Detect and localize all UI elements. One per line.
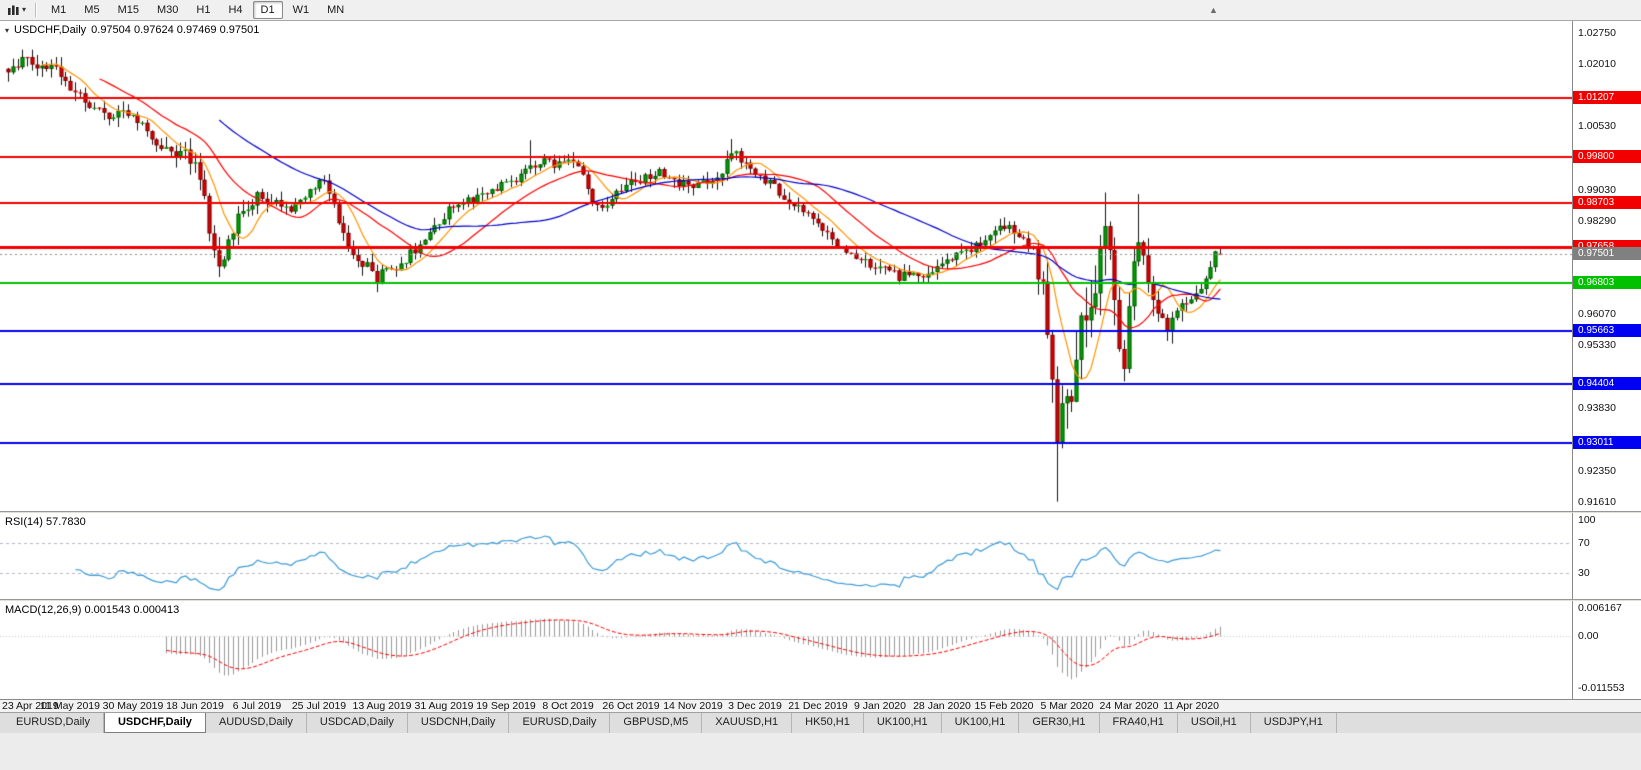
level-price-box: 0.96803 — [1573, 276, 1641, 289]
price-axis-tick: 0.91610 — [1578, 496, 1616, 508]
date-axis-label: 6 Jul 2019 — [232, 700, 282, 712]
macd-axis-tick: -0.011553 — [1578, 682, 1625, 694]
price-axis-tick: 0.96070 — [1578, 308, 1616, 320]
date-axis-label: 11 May 2019 — [40, 700, 100, 712]
current-price-box: 0.97501 — [1573, 247, 1641, 260]
main-chart-plot[interactable]: ▾ USDCHF,Daily 0.97504 0.97624 0.97469 0… — [0, 21, 1572, 511]
price-axis-tick: 1.02010 — [1578, 58, 1616, 70]
price-axis-tick: 1.02750 — [1578, 27, 1616, 39]
macd-panel: MACD(12,26,9) 0.001543 0.000413 0.006167… — [0, 601, 1641, 699]
date-axis-label: 26 Oct 2019 — [602, 700, 660, 712]
chart-tab-usdcad-daily[interactable]: USDCAD,Daily — [306, 713, 408, 733]
timeframe-button-w1[interactable]: W1 — [292, 4, 310, 16]
chevron-down-icon: ▾ — [22, 5, 27, 14]
date-axis-label: 24 Mar 2020 — [1099, 700, 1159, 712]
timeframe-button-h1[interactable]: H1 — [196, 4, 211, 16]
macd-canvas[interactable] — [0, 601, 1572, 699]
rsi-canvas[interactable] — [0, 513, 1572, 599]
price-axis-tick: 0.92350 — [1578, 465, 1616, 477]
date-axis-label: 13 Aug 2019 — [352, 700, 412, 712]
rsi-label: RSI(14) 57.7830 — [5, 516, 86, 528]
timeframe-toolbar: ▾ M1 M5 M15 M30 H1 H4 D1 W1 MN ▲ — [0, 0, 1641, 21]
rsi-plot[interactable]: RSI(14) 57.7830 — [0, 513, 1572, 599]
chart-tab-usdjpy-h1[interactable]: USDJPY,H1 — [1250, 713, 1337, 733]
macd-axis-tick: 0.006167 — [1578, 602, 1622, 614]
price-axis-tick: 1.00530 — [1578, 120, 1616, 132]
macd-axis-tick: 0.00 — [1578, 630, 1599, 642]
rsi-panel: RSI(14) 57.7830 100 70 30 — [0, 513, 1641, 599]
date-axis-label: 21 Dec 2019 — [788, 700, 848, 712]
date-axis-label: 11 Apr 2020 — [1163, 700, 1219, 712]
date-axis-label: 25 Jul 2019 — [291, 700, 347, 712]
chart-tab-usdchf-daily[interactable]: USDCHF,Daily — [103, 713, 206, 733]
chart-tab-gbpusd-m5[interactable]: GBPUSD,M5 — [610, 713, 703, 733]
chart-title-overlay: ▾ USDCHF,Daily 0.97504 0.97624 0.97469 0… — [5, 24, 259, 36]
timeframe-button-d1[interactable]: D1 — [252, 1, 283, 19]
chart-tab-usoil-h1[interactable]: USOil,H1 — [1177, 713, 1251, 733]
timeframe-button-h4[interactable]: H4 — [228, 4, 243, 16]
panel-splitter[interactable] — [0, 599, 1641, 601]
chart-shift-marker: ▲ — [1209, 5, 1218, 15]
rsi-axis-tick: 100 — [1578, 514, 1596, 526]
chart-tab-usdcnh-daily[interactable]: USDCNH,Daily — [407, 713, 510, 733]
date-axis-label: 9 Jan 2020 — [854, 700, 906, 712]
level-price-box: 0.94404 — [1573, 377, 1641, 390]
date-axis-label: 14 Nov 2019 — [663, 700, 723, 712]
date-axis-label: 31 Aug 2019 — [414, 700, 474, 712]
macd-plot[interactable]: MACD(12,26,9) 0.001543 0.000413 — [0, 601, 1572, 699]
timeframe-buttons: M1 M5 M15 M30 H1 H4 D1 W1 MN — [42, 1, 353, 19]
panel-splitter[interactable] — [0, 511, 1641, 513]
timeframe-button-mn[interactable]: MN — [327, 4, 345, 16]
date-axis-label: 8 Oct 2019 — [542, 700, 594, 712]
chart-tab-eurusd-daily[interactable]: EURUSD,Daily — [3, 713, 104, 733]
price-axis-tick: 0.99030 — [1578, 184, 1616, 196]
toolbar-separator — [35, 3, 37, 17]
level-price-box: 1.01207 — [1573, 91, 1641, 104]
timeframe-button-m30[interactable]: M30 — [156, 4, 179, 16]
chart-tab-xauusd-h1[interactable]: XAUUSD,H1 — [702, 713, 793, 733]
rsi-axis[interactable]: 100 70 30 — [1572, 513, 1641, 599]
price-axis[interactable]: 1.02750 1.02010 1.00530 0.99030 0.98290 0.960… — [1572, 21, 1641, 511]
level-price-box: 0.98703 — [1573, 196, 1641, 209]
date-axis-label: 28 Jan 2020 — [913, 700, 971, 712]
date-axis[interactable]: 23 Apr 2019 11 May 2019 30 May 2019 18 Jun … — [0, 699, 1641, 712]
timeframe-button-m1[interactable]: M1 — [51, 4, 67, 16]
chart-toolbar-button[interactable]: ▾ — [4, 3, 29, 17]
level-price-box: 0.99800 — [1573, 150, 1641, 163]
date-axis-label: 23 Apr 2019 — [2, 700, 59, 712]
price-axis-tick: 0.95330 — [1578, 339, 1616, 351]
date-axis-label: 18 Jun 2019 — [166, 700, 224, 712]
bottom-filler — [0, 733, 1641, 770]
date-axis-label: 15 Feb 2020 — [974, 700, 1034, 712]
rsi-axis-tick: 30 — [1578, 567, 1590, 579]
date-axis-label: 5 Mar 2020 — [1040, 700, 1094, 712]
chart-title: USDCHF,Daily — [14, 24, 87, 36]
level-price-box: 0.95663 — [1573, 324, 1641, 337]
date-axis-label: 19 Sep 2019 — [476, 700, 536, 712]
chart-tab-audusd-daily[interactable]: AUDUSD,Daily — [205, 713, 307, 733]
main-chart-canvas[interactable] — [0, 21, 1572, 511]
date-axis-label: 3 Dec 2019 — [728, 700, 782, 712]
timeframe-button-m5[interactable]: M5 — [84, 4, 100, 16]
chart-tab-eurusd-daily[interactable]: EURUSD,Daily — [509, 713, 611, 733]
chart-tab-ger30-h1[interactable]: GER30,H1 — [1019, 713, 1100, 733]
timeframe-button-m15[interactable]: M15 — [117, 4, 139, 16]
macd-label: MACD(12,26,9) 0.001543 0.000413 — [5, 604, 180, 616]
chart-tab-hk50-h1[interactable]: HK50,H1 — [792, 713, 864, 733]
bar-chart-icon — [7, 4, 20, 16]
macd-axis[interactable]: 0.006167 0.00 -0.011553 — [1572, 601, 1641, 699]
chart-tabs-bar: EURUSD,Daily USDCHF,Daily AUDUSD,Daily USDC… — [0, 712, 1641, 733]
rsi-axis-tick: 70 — [1578, 537, 1590, 549]
price-axis-tick: 0.98290 — [1578, 215, 1616, 227]
one-click-trading-toggle[interactable]: ▾ — [5, 25, 10, 35]
chart-tab-uk100-h1[interactable]: UK100,H1 — [941, 713, 1020, 733]
date-axis-label: 30 May 2019 — [102, 700, 164, 712]
chart-tab-fra40-h1[interactable]: FRA40,H1 — [1099, 713, 1178, 733]
chart-ohlc-readout: 0.97504 0.97624 0.97469 0.97501 — [91, 24, 260, 36]
level-price-box: 0.93011 — [1573, 436, 1641, 449]
price-axis-tick: 0.93830 — [1578, 402, 1616, 414]
main-chart-panel: ▾ USDCHF,Daily 0.97504 0.97624 0.97469 0… — [0, 21, 1641, 511]
chart-tab-uk100-h1[interactable]: UK100,H1 — [863, 713, 942, 733]
